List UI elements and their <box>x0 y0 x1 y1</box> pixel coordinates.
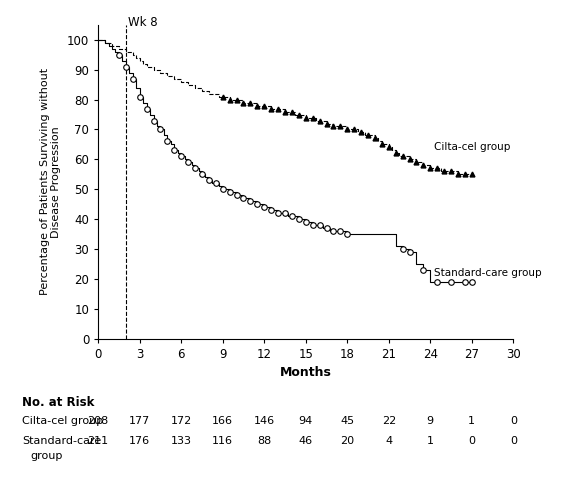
Text: 0: 0 <box>510 436 517 446</box>
Text: 20: 20 <box>340 436 355 446</box>
X-axis label: Months: Months <box>280 366 332 379</box>
Text: 1: 1 <box>468 416 475 426</box>
Text: Standard-care group: Standard-care group <box>434 268 542 278</box>
Text: 166: 166 <box>212 416 233 426</box>
Text: 172: 172 <box>171 416 192 426</box>
Text: 146: 146 <box>254 416 275 426</box>
Text: 211: 211 <box>88 436 109 446</box>
Text: 9: 9 <box>427 416 434 426</box>
Text: Cilta-cel group: Cilta-cel group <box>434 142 511 152</box>
Text: 177: 177 <box>129 416 150 426</box>
Text: 88: 88 <box>257 436 272 446</box>
Text: 22: 22 <box>381 416 396 426</box>
Text: 45: 45 <box>340 416 355 426</box>
Text: 46: 46 <box>298 436 313 446</box>
Text: Cilta-cel group: Cilta-cel group <box>22 416 104 426</box>
Text: group: group <box>31 451 63 461</box>
Text: 116: 116 <box>212 436 233 446</box>
Text: 0: 0 <box>468 436 475 446</box>
Text: 0: 0 <box>510 416 517 426</box>
Text: No. at Risk: No. at Risk <box>22 396 95 409</box>
Text: Wk 8: Wk 8 <box>128 16 158 29</box>
Text: 4: 4 <box>385 436 392 446</box>
Text: 94: 94 <box>298 416 313 426</box>
Text: 208: 208 <box>88 416 109 426</box>
Text: 176: 176 <box>129 436 150 446</box>
Y-axis label: Percentage of Patients Surviving without
Disease Progression: Percentage of Patients Surviving without… <box>40 68 61 295</box>
Text: 133: 133 <box>171 436 192 446</box>
Text: Standard-care: Standard-care <box>22 436 102 446</box>
Text: 1: 1 <box>427 436 434 446</box>
